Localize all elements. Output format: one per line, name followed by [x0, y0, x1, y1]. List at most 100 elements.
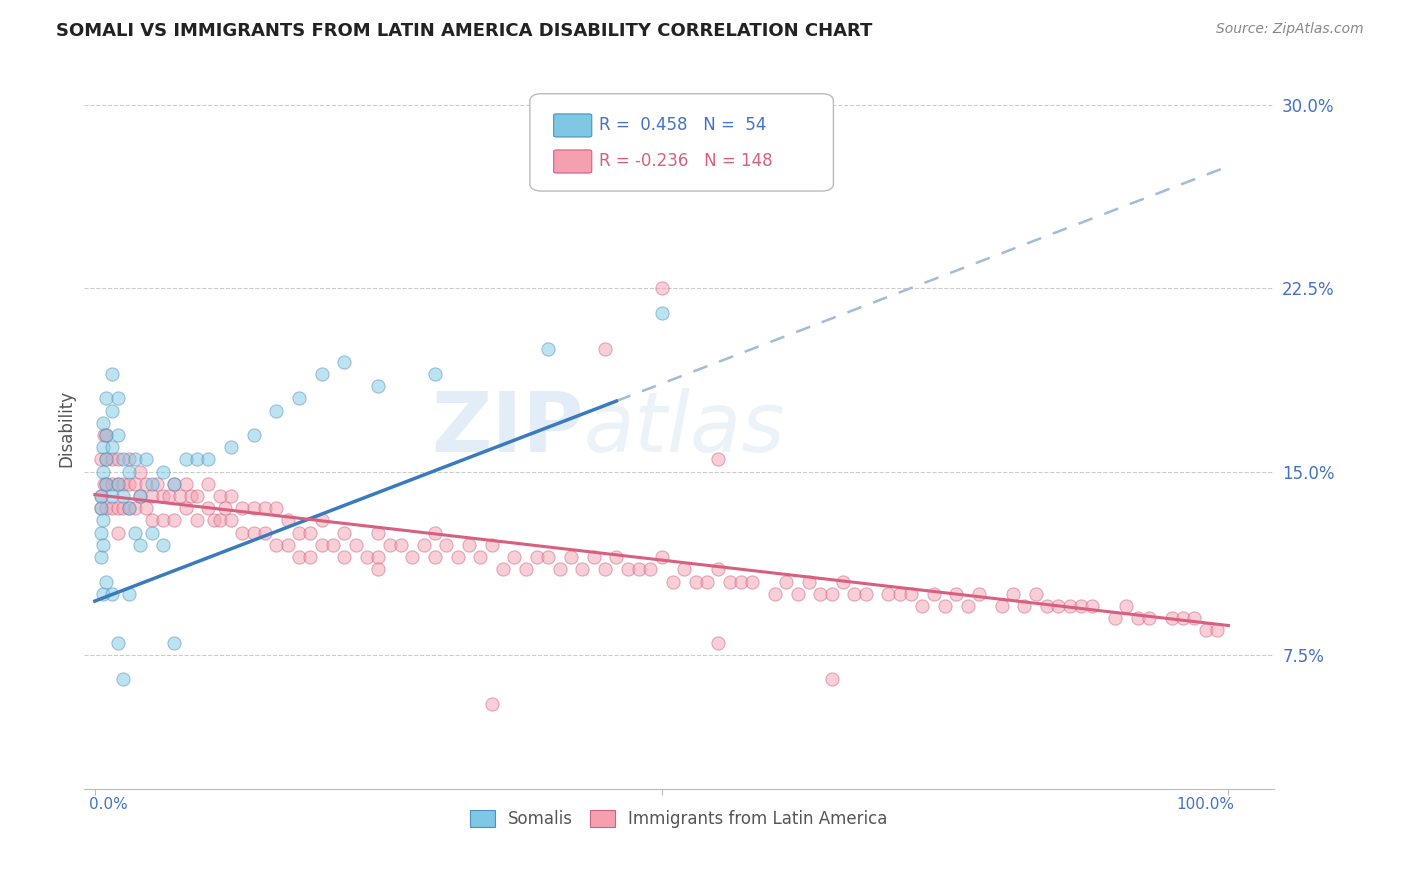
Point: [141, 489, 163, 503]
Text: ZIP: ZIP: [430, 388, 583, 469]
Point: [299, 525, 322, 540]
Point: [231, 501, 253, 516]
Point: [548, 562, 571, 576]
Point: [333, 550, 356, 565]
Point: [593, 343, 616, 357]
Point: [401, 550, 423, 565]
Point: [129, 538, 152, 552]
Point: [101, 403, 124, 417]
Point: [492, 562, 515, 576]
Point: [89, 550, 111, 565]
Point: [1171, 611, 1194, 625]
Point: [152, 514, 174, 528]
Point: [231, 525, 253, 540]
Point: [311, 367, 333, 381]
Point: [718, 574, 741, 589]
Point: [707, 562, 730, 576]
Point: [423, 525, 446, 540]
Text: 100.0%: 100.0%: [1177, 797, 1234, 812]
Point: [651, 281, 673, 295]
Point: [91, 440, 114, 454]
Point: [107, 452, 129, 467]
Point: [526, 550, 548, 565]
Text: R =  0.458   N =  54: R = 0.458 N = 54: [599, 117, 766, 135]
Point: [1014, 599, 1036, 613]
Point: [389, 538, 412, 552]
Point: [197, 476, 219, 491]
Point: [299, 550, 322, 565]
Point: [180, 489, 202, 503]
Point: [135, 452, 157, 467]
Text: R = -0.236   N = 148: R = -0.236 N = 148: [599, 152, 772, 169]
Point: [112, 501, 135, 516]
Point: [367, 550, 389, 565]
Point: [934, 599, 956, 613]
Point: [96, 452, 118, 467]
Point: [186, 489, 208, 503]
Point: [157, 489, 180, 503]
Point: [163, 476, 186, 491]
Point: [101, 476, 124, 491]
FancyBboxPatch shape: [554, 150, 592, 173]
Point: [124, 476, 146, 491]
Point: [1115, 599, 1137, 613]
Point: [821, 587, 844, 601]
Point: [696, 574, 718, 589]
Point: [253, 525, 276, 540]
Point: [763, 587, 786, 601]
Point: [367, 379, 389, 393]
Point: [378, 538, 401, 552]
Point: [129, 489, 152, 503]
Point: [1002, 587, 1025, 601]
Point: [242, 525, 264, 540]
Point: [685, 574, 707, 589]
Point: [174, 501, 197, 516]
Point: [808, 587, 831, 601]
Point: [112, 476, 135, 491]
Point: [786, 587, 808, 601]
Y-axis label: Disability: Disability: [58, 391, 75, 467]
Point: [434, 538, 457, 552]
Point: [107, 635, 129, 649]
Point: [208, 514, 231, 528]
Point: [277, 538, 299, 552]
Point: [889, 587, 911, 601]
Point: [118, 465, 141, 479]
Point: [797, 574, 820, 589]
Point: [118, 587, 141, 601]
Point: [89, 501, 111, 516]
Point: [96, 476, 118, 491]
Point: [264, 403, 287, 417]
Point: [96, 476, 118, 491]
Point: [118, 501, 141, 516]
Text: Source: ZipAtlas.com: Source: ZipAtlas.com: [1216, 22, 1364, 37]
Point: [990, 599, 1012, 613]
Point: [356, 550, 378, 565]
Point: [967, 587, 990, 601]
Point: [107, 525, 129, 540]
Point: [89, 501, 111, 516]
Point: [89, 489, 111, 503]
Point: [101, 440, 124, 454]
Point: [832, 574, 855, 589]
Point: [169, 489, 191, 503]
Point: [344, 538, 367, 552]
Point: [96, 428, 118, 442]
Point: [1047, 599, 1070, 613]
Point: [101, 501, 124, 516]
Point: [101, 367, 124, 381]
Point: [333, 525, 356, 540]
Point: [186, 452, 208, 467]
Point: [288, 550, 311, 565]
Point: [107, 392, 129, 406]
Point: [741, 574, 763, 589]
Point: [118, 501, 141, 516]
Point: [186, 514, 208, 528]
Point: [242, 428, 264, 442]
Point: [101, 489, 124, 503]
Point: [1036, 599, 1059, 613]
Point: [537, 550, 560, 565]
Point: [333, 354, 356, 368]
Point: [214, 501, 236, 516]
Point: [458, 538, 481, 552]
